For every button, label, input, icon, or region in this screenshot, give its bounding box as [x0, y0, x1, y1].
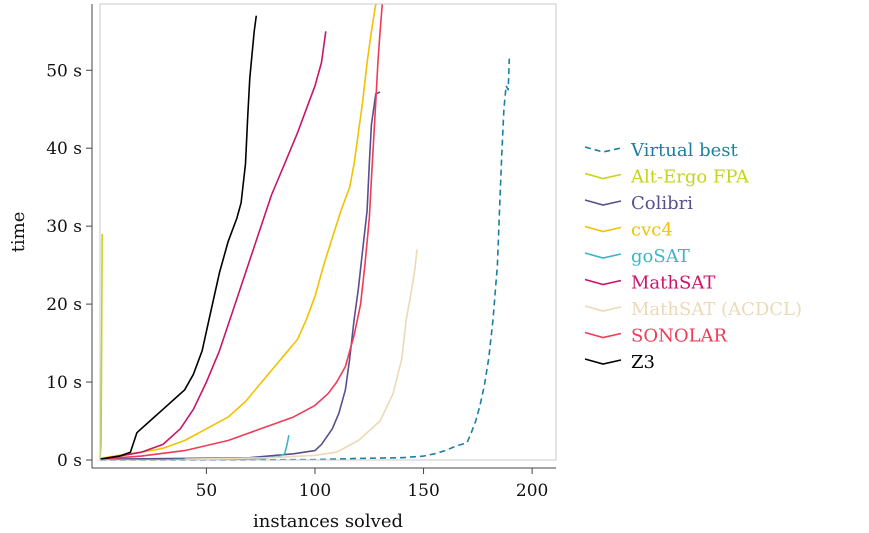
legend-swatch: [584, 305, 622, 312]
series-line-colibri: [99, 91, 381, 460]
series-line-virtual-best: [100, 58, 511, 461]
legend-label: MathSAT (ACDCL): [631, 299, 802, 320]
legend-label: Virtual best: [630, 140, 738, 161]
x-tick-label: 200: [516, 481, 548, 501]
y-tick-label: 0 s: [57, 451, 82, 471]
legend-swatch: [584, 278, 622, 286]
legend-swatch: [584, 199, 622, 206]
x-tick-label: 150: [407, 481, 439, 501]
legend-label: Alt-Ergo FPA: [630, 167, 750, 188]
legend-label: cvc4: [631, 220, 673, 241]
legend-swatch: [584, 146, 622, 153]
legend: Virtual best Alt-Ergo FPA Colibri cvc4 goSAT…: [584, 140, 802, 373]
legend-swatch: [584, 331, 622, 339]
legend-swatch: [584, 225, 622, 233]
series-line-cvc4: [99, 3, 377, 460]
legend-label: MathSAT: [631, 273, 715, 294]
series-line-sonolar: [99, 3, 384, 460]
axes: 50 100 150 200 0 s 10 s 20 s 30 s 40 s 50 s: [46, 3, 557, 501]
series-line-mathsat-acdcl: [184, 249, 418, 460]
legend-label: goSAT: [631, 246, 690, 267]
y-tick-label: 20 s: [46, 295, 82, 315]
y-axis-title: time: [8, 212, 29, 253]
plot-frame: [99, 3, 557, 461]
x-axis-title: instances solved: [253, 511, 403, 532]
x-tick-label: 100: [299, 481, 331, 501]
y-tick-label: 50 s: [46, 61, 82, 81]
legend-label: SONOLAR: [631, 326, 728, 347]
x-tick-label: 50: [196, 481, 218, 501]
y-tick-label: 30 s: [46, 217, 82, 237]
legend-swatch: [584, 252, 622, 259]
legend-swatch: [584, 172, 622, 180]
y-tick-label: 40 s: [46, 139, 82, 159]
legend-swatch: [584, 358, 622, 365]
plot-area: [99, 3, 511, 461]
series-line-z3: [99, 15, 258, 460]
series-line-mathsat: [99, 31, 327, 460]
y-tick-label: 10 s: [46, 373, 82, 393]
legend-label: Colibri: [631, 193, 693, 214]
legend-label: Z3: [631, 352, 655, 373]
